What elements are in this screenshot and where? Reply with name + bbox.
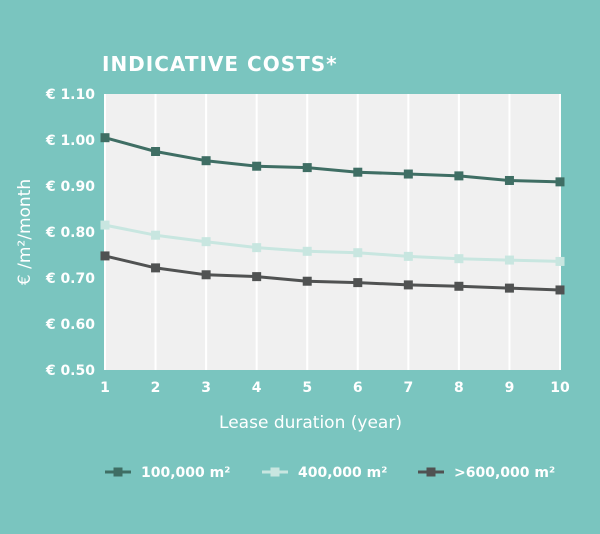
data-point (403, 251, 413, 261)
legend-label: 400,000 m² (298, 465, 387, 481)
x-tick-label: 5 (302, 380, 312, 396)
series-group (100, 251, 565, 295)
data-point (201, 156, 211, 166)
legend-swatch-marker (426, 467, 436, 477)
data-point (252, 161, 262, 171)
data-point (555, 256, 565, 266)
legend-swatch-marker (270, 467, 280, 477)
data-point (403, 280, 413, 290)
legend-swatch-marker (113, 467, 123, 477)
chart-title: INDICATIVE COSTS* (102, 52, 338, 76)
series-group (100, 133, 565, 187)
series-line (104, 136, 561, 184)
data-point (151, 147, 161, 156)
series (100, 133, 565, 295)
data-point (201, 270, 211, 280)
y-tick-label: € 0.60 (45, 317, 95, 333)
data-point (353, 278, 363, 288)
series-line (104, 223, 561, 263)
legend: 100,000 m² 400,000 m² >600,000 m² (105, 465, 555, 481)
y-tick-label: € 0.70 (45, 271, 95, 287)
plot-area (105, 94, 560, 370)
legend-item: 100,000 m² (105, 465, 230, 481)
data-point (302, 163, 312, 173)
legend-label: >600,000 m² (454, 465, 555, 481)
legend-label: 100,000 m² (141, 465, 230, 481)
data-point (454, 254, 464, 264)
x-tick-label: 8 (454, 380, 464, 396)
data-point (252, 243, 262, 253)
data-point (100, 220, 110, 230)
data-point (454, 171, 464, 181)
data-point (100, 133, 110, 143)
data-point (555, 177, 565, 187)
x-tick-label: 10 (550, 380, 570, 396)
y-axis-label: € /m²/month (15, 179, 35, 285)
data-point (151, 230, 161, 240)
x-axis-label: Lease duration (year) (219, 413, 402, 433)
x-axis-ticks: 1 2 3 4 5 6 7 8 9 10 (100, 380, 570, 396)
data-point (504, 175, 514, 185)
y-tick-label: € 1.00 (45, 133, 95, 149)
data-point (252, 272, 262, 282)
data-point (302, 276, 312, 286)
legend-item: >600,000 m² (418, 465, 555, 481)
series-group (100, 220, 565, 266)
legend-item: 400,000 m² (262, 465, 387, 481)
data-point (353, 248, 363, 258)
data-point (302, 246, 312, 256)
x-tick-label: 4 (252, 380, 262, 396)
data-point (100, 251, 110, 261)
y-tick-label: € 0.80 (45, 225, 95, 241)
data-point (555, 285, 565, 295)
data-point (504, 255, 514, 265)
x-tick-label: 1 (100, 380, 110, 396)
x-tick-label: 3 (201, 380, 211, 396)
grid (104, 94, 561, 370)
y-tick-label: € 0.90 (45, 179, 95, 195)
data-point (403, 169, 413, 179)
data-point (201, 237, 211, 247)
y-axis-ticks: € 0.50 € 0.60 € 0.70 € 0.80 € 0.90 € 1.00 € 1.… (45, 87, 95, 379)
x-tick-label: 7 (403, 380, 413, 396)
x-tick-label: 6 (353, 380, 363, 396)
series-line (104, 254, 561, 292)
data-point (151, 263, 161, 273)
y-tick-label: € 1.10 (45, 87, 95, 103)
data-point (504, 283, 514, 293)
x-tick-label: 2 (151, 380, 161, 396)
x-tick-label: 9 (505, 380, 515, 396)
data-point (454, 281, 464, 291)
y-tick-label: € 0.50 (45, 363, 95, 379)
data-point (353, 167, 363, 177)
